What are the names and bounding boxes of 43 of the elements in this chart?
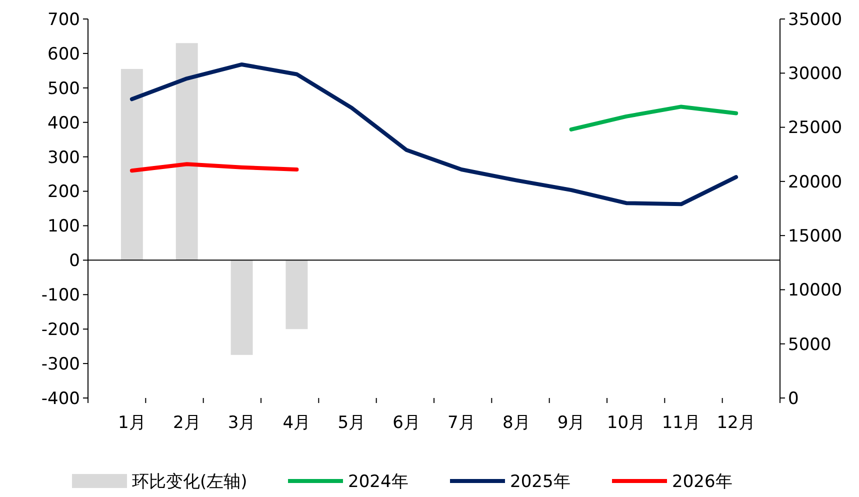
x-tick-label: 2月 bbox=[172, 413, 201, 433]
x-tick-label: 7月 bbox=[448, 413, 476, 433]
x-tick-label: 12月 bbox=[716, 413, 756, 433]
bar bbox=[286, 260, 308, 330]
y-tick-label: -100 bbox=[41, 286, 80, 306]
y2-tick-label: 20000 bbox=[788, 172, 842, 192]
bar bbox=[230, 260, 253, 355]
y-tick-label: 200 bbox=[48, 182, 80, 202]
y2-tick-label: 25000 bbox=[788, 118, 842, 138]
x-tick-label: 9月 bbox=[557, 413, 586, 433]
legend-label: 2024年 bbox=[348, 472, 408, 492]
x-tick-label: 6月 bbox=[392, 413, 420, 433]
x-tick-label: 11月 bbox=[662, 413, 700, 433]
line-series bbox=[130, 162, 299, 173]
y2-tick-label: 15000 bbox=[788, 226, 842, 247]
y-tick-label: -200 bbox=[41, 320, 80, 340]
y2-tick-label: 30000 bbox=[788, 64, 842, 84]
y-tick-label: -400 bbox=[41, 388, 80, 409]
x-tick-label: 10月 bbox=[606, 413, 646, 433]
line-series bbox=[569, 104, 738, 132]
legend-label: 2026年 bbox=[672, 472, 732, 492]
y-tick-label: 300 bbox=[48, 148, 80, 168]
y-tick-label: 100 bbox=[48, 216, 80, 237]
y2-tick-label: 10000 bbox=[788, 280, 842, 301]
y2-tick-label: 5000 bbox=[788, 334, 832, 355]
x-tick-label: 5月 bbox=[338, 413, 366, 433]
y-tick-label: 400 bbox=[48, 113, 80, 134]
legend-label: 环比变化(左轴) bbox=[132, 472, 248, 492]
y2-tick-label: 35000 bbox=[788, 10, 842, 30]
y-tick-label: 500 bbox=[48, 78, 80, 99]
x-tick-label: 1月 bbox=[118, 413, 146, 433]
x-tick-label: 3月 bbox=[228, 413, 256, 433]
bar bbox=[120, 68, 143, 260]
x-tick-label: 8月 bbox=[502, 413, 530, 433]
line-series bbox=[130, 62, 738, 206]
y-tick-label: 700 bbox=[48, 10, 80, 30]
x-tick-label: 4月 bbox=[282, 413, 311, 433]
y-tick-label: -300 bbox=[41, 354, 80, 374]
bar bbox=[176, 43, 198, 260]
y2-tick-label: 0 bbox=[788, 388, 799, 409]
y-tick-label: 600 bbox=[48, 44, 80, 64]
legend-label: 2025年 bbox=[510, 472, 570, 492]
y-tick-label: 0 bbox=[69, 251, 80, 272]
